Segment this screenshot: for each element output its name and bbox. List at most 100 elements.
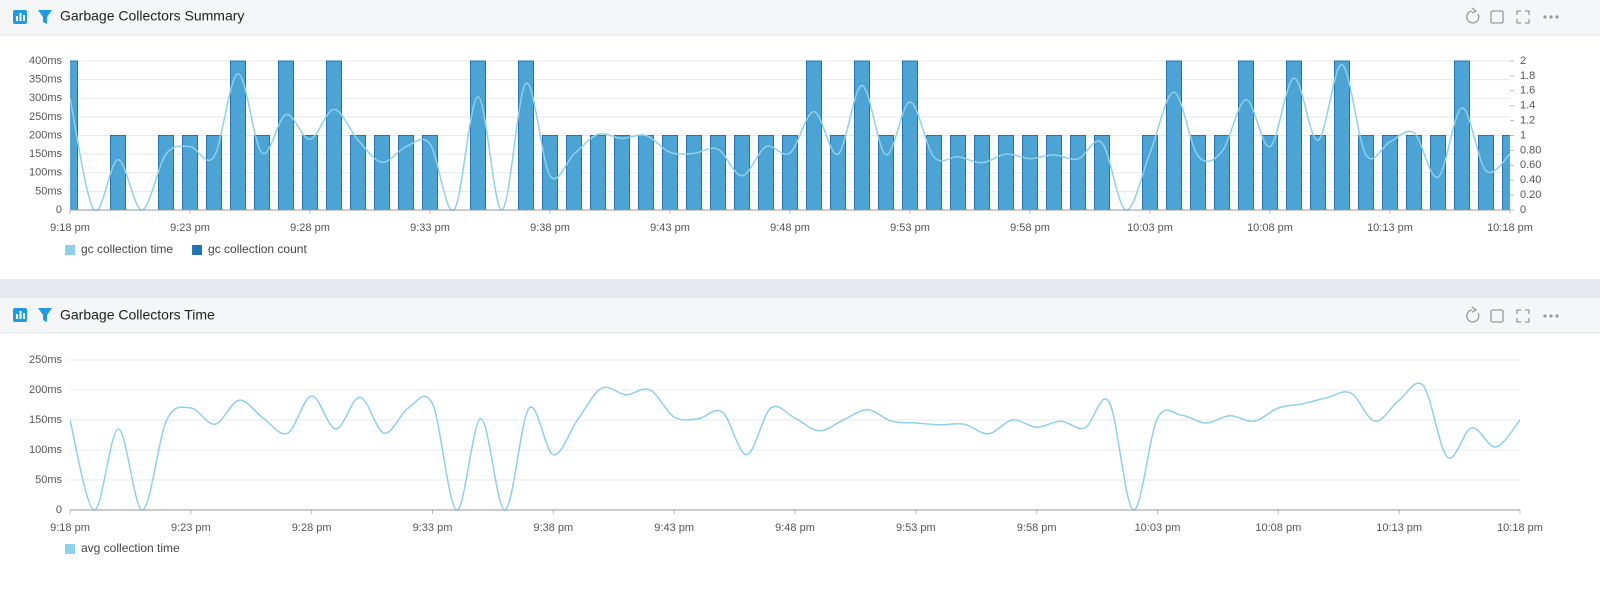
bar <box>254 135 270 211</box>
bar <box>710 135 726 211</box>
legend-swatch <box>192 245 203 255</box>
y-tick-label: 400ms <box>29 55 63 67</box>
bar <box>950 135 966 211</box>
x-tick-label: 10:08 pm <box>1255 522 1301 534</box>
bar <box>1046 135 1062 211</box>
bar <box>542 135 558 211</box>
y2-tick-label: 1 <box>1520 129 1526 141</box>
x-tick-label: 9:28 pm <box>292 522 332 534</box>
y-tick-label: 0 <box>56 204 62 216</box>
x-tick-label: 10:13 pm <box>1376 522 1422 534</box>
chart-icon[interactable] <box>13 308 27 322</box>
filter-icon[interactable] <box>38 308 52 322</box>
x-tick-label: 9:48 pm <box>770 222 810 234</box>
y-tick-label: 250ms <box>29 111 63 123</box>
x-tick-label: 9:53 pm <box>890 222 930 234</box>
refresh-icon[interactable] <box>1466 7 1480 24</box>
x-tick-label: 9:43 pm <box>650 222 690 234</box>
y2-tick-label: 0.40 <box>1520 174 1541 186</box>
bar <box>998 135 1014 211</box>
bar <box>1094 135 1110 211</box>
bar <box>854 60 870 211</box>
y2-tick-label: 1.2 <box>1520 115 1535 127</box>
fullscreen-icon[interactable] <box>1516 10 1530 24</box>
x-tick-label: 9:48 pm <box>775 522 815 534</box>
legend-label[interactable]: gc collection count <box>208 242 307 256</box>
y2-tick-label: 1.6 <box>1520 85 1535 97</box>
panel-title: Garbage Collectors Summary <box>60 8 244 24</box>
x-tick-label: 9:28 pm <box>290 222 330 234</box>
panel-header <box>0 0 1600 35</box>
legend-swatch <box>65 245 75 255</box>
x-tick-label: 10:13 pm <box>1367 222 1413 234</box>
legend-label[interactable]: gc collection time <box>81 242 173 256</box>
more-icon[interactable] <box>1543 314 1559 318</box>
x-tick-label: 9:43 pm <box>654 522 694 534</box>
y2-tick-label: 2 <box>1520 55 1526 67</box>
bar <box>1022 135 1038 211</box>
legend-label[interactable]: avg collection time <box>81 541 180 555</box>
bar <box>662 135 678 211</box>
y2-tick-label: 1.4 <box>1520 100 1535 112</box>
line <box>70 382 1520 511</box>
filter-icon[interactable] <box>38 10 52 24</box>
x-tick-label: 9:33 pm <box>410 222 450 234</box>
bar <box>470 60 486 211</box>
y2-tick-label: 0.80 <box>1520 144 1541 156</box>
bar <box>902 60 918 211</box>
bar <box>1310 135 1326 211</box>
y-tick-label: 100ms <box>29 167 63 179</box>
x-tick-label: 9:53 pm <box>896 522 936 534</box>
bar <box>1502 135 1510 211</box>
x-tick-label: 10:18 pm <box>1497 522 1543 534</box>
bar <box>974 135 990 211</box>
bar <box>70 60 78 211</box>
y-tick-label: 250ms <box>29 354 63 366</box>
y-tick-label: 300ms <box>29 92 63 104</box>
bar <box>590 135 606 211</box>
bar <box>686 135 702 211</box>
plot-area <box>70 60 1510 211</box>
x-tick-label: 9:38 pm <box>533 522 573 534</box>
minimize-icon[interactable] <box>1490 309 1504 323</box>
minimize-icon[interactable] <box>1490 10 1504 24</box>
bar <box>1358 135 1374 211</box>
bar <box>1406 135 1422 211</box>
plot-area <box>70 382 1520 511</box>
bar <box>302 135 318 211</box>
bar <box>830 135 846 211</box>
y-tick-label: 150ms <box>29 414 63 426</box>
y2-tick-label: 0.60 <box>1520 159 1541 171</box>
bar <box>1214 135 1230 211</box>
y-tick-label: 0 <box>56 504 62 516</box>
x-tick-label: 9:58 pm <box>1017 522 1057 534</box>
x-tick-label: 9:23 pm <box>170 222 210 234</box>
x-tick-label: 10:03 pm <box>1127 222 1173 234</box>
bar <box>422 135 438 211</box>
bar <box>374 135 390 211</box>
panel-header <box>0 298 1600 333</box>
fullscreen-icon[interactable] <box>1516 309 1530 323</box>
bar <box>1334 60 1350 211</box>
refresh-icon[interactable] <box>1466 306 1480 323</box>
bar <box>566 135 582 211</box>
chart-icon[interactable] <box>13 10 27 24</box>
bar <box>1238 60 1254 211</box>
x-tick-label: 9:38 pm <box>530 222 570 234</box>
x-tick-label: 9:18 pm <box>50 522 90 534</box>
x-tick-label: 10:18 pm <box>1487 222 1533 234</box>
y-tick-label: 150ms <box>29 148 63 160</box>
x-tick-label: 10:08 pm <box>1247 222 1293 234</box>
bar <box>1142 135 1158 211</box>
bar <box>1286 60 1302 211</box>
more-icon[interactable] <box>1543 15 1559 19</box>
y-tick-label: 200ms <box>29 384 63 396</box>
bar <box>278 60 294 211</box>
bar <box>326 60 342 211</box>
x-tick-label: 9:18 pm <box>50 222 90 234</box>
x-tick-label: 10:03 pm <box>1135 522 1181 534</box>
bar <box>614 135 630 211</box>
bar <box>206 135 222 211</box>
y-tick-label: 350ms <box>29 74 63 86</box>
